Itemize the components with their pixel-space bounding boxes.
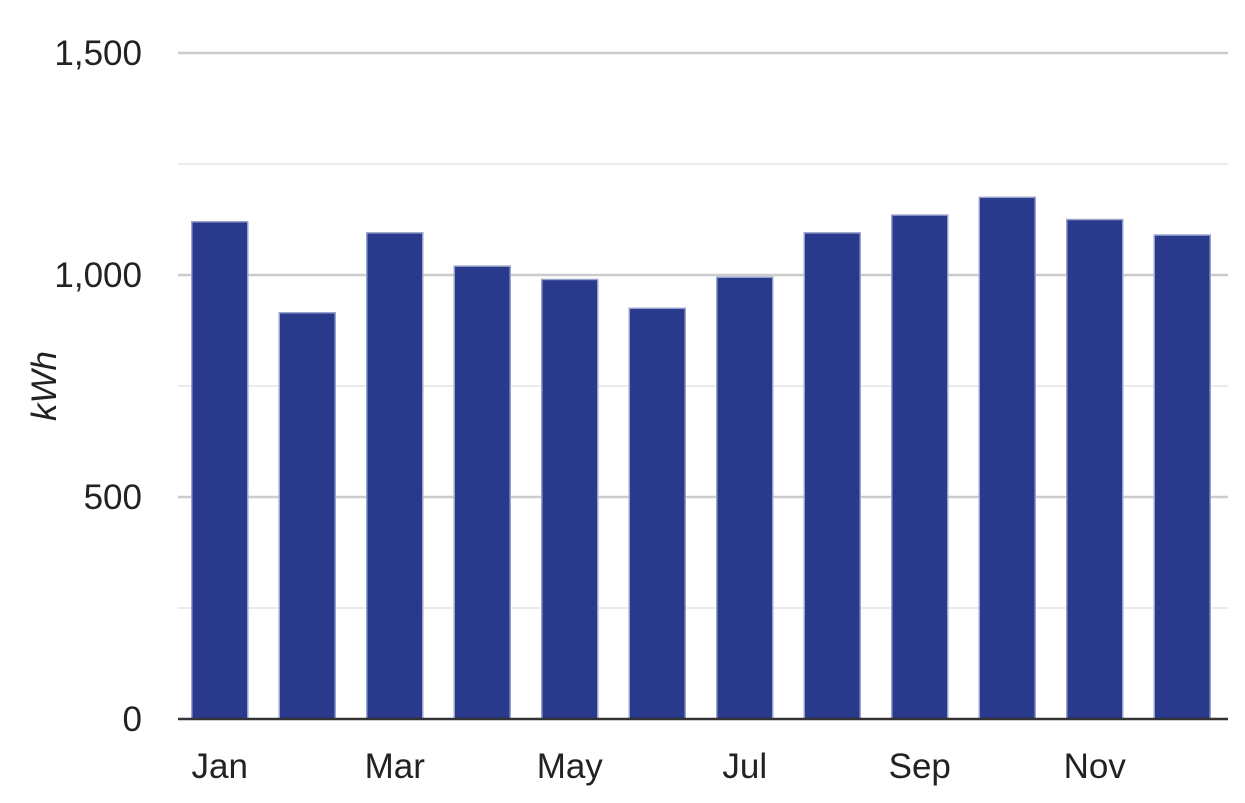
gridlines: [178, 51, 1228, 609]
bar-apr: [453, 265, 511, 720]
x-tick-label: Mar: [365, 747, 426, 786]
bar-may: [541, 278, 599, 720]
y-tick-label: 0: [123, 700, 142, 739]
bar-aug: [803, 232, 861, 720]
y-tick-label: 1,500: [54, 34, 142, 73]
y-axis-ticks: 0 500 1,000 1,500: [54, 34, 142, 739]
y-tick-label: 1,000: [54, 256, 142, 295]
bar-oct: [978, 196, 1036, 720]
bars: [191, 196, 1211, 720]
x-tick-label: Jan: [192, 747, 248, 786]
x-tick-label: May: [537, 747, 604, 786]
x-tick-label: Nov: [1064, 747, 1127, 786]
bar-jan: [191, 220, 249, 720]
bar-nov: [1066, 218, 1124, 720]
bar-mar: [366, 232, 424, 720]
bar-jun: [628, 307, 686, 720]
x-tick-label: Sep: [889, 747, 951, 786]
y-tick-label: 500: [84, 478, 142, 517]
bar-feb: [278, 311, 336, 720]
bar-dec: [1153, 234, 1211, 720]
x-axis-ticks: Jan Mar May Jul Sep Nov: [192, 747, 1127, 786]
bar-sep: [891, 214, 949, 720]
y-axis-title: kWh: [25, 351, 64, 421]
x-tick-label: Jul: [722, 747, 767, 786]
bar-jul: [716, 276, 774, 720]
